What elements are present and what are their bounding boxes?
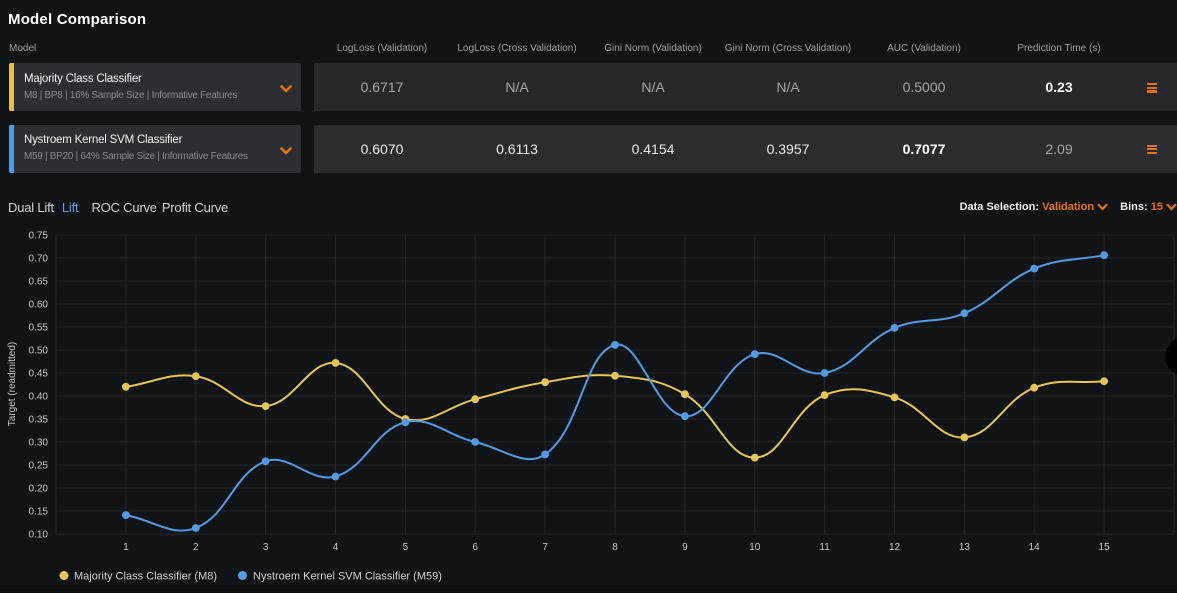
svg-text:Majority Class Classifier (M8): Majority Class Classifier (M8) <box>74 571 217 583</box>
svg-text:0.65: 0.65 <box>29 277 49 288</box>
svg-text:Target (readmitted): Target (readmitted) <box>7 342 18 426</box>
svg-text:7: 7 <box>542 542 548 553</box>
svg-text:14: 14 <box>1029 542 1041 553</box>
svg-text:0.30: 0.30 <box>29 438 49 449</box>
svg-text:0.10: 0.10 <box>29 530 49 541</box>
svg-text:11: 11 <box>819 542 830 553</box>
svg-text:0.75: 0.75 <box>29 231 49 242</box>
svg-text:5: 5 <box>403 542 409 553</box>
svg-text:0.35: 0.35 <box>29 415 49 426</box>
svg-text:10: 10 <box>749 542 761 553</box>
svg-text:6: 6 <box>472 542 478 553</box>
svg-text:4: 4 <box>333 542 339 553</box>
svg-text:12: 12 <box>889 542 901 553</box>
svg-text:0.15: 0.15 <box>29 507 49 518</box>
svg-text:0.55: 0.55 <box>29 323 49 334</box>
svg-text:3: 3 <box>263 542 269 553</box>
svg-text:0.20: 0.20 <box>29 484 49 495</box>
svg-text:8: 8 <box>612 542 618 553</box>
svg-text:0.70: 0.70 <box>29 254 49 265</box>
svg-text:9: 9 <box>682 542 688 553</box>
svg-text:13: 13 <box>959 542 971 553</box>
svg-text:0.40: 0.40 <box>29 392 49 403</box>
svg-text:0.25: 0.25 <box>29 461 49 472</box>
svg-text:1: 1 <box>123 542 129 553</box>
svg-text:0.60: 0.60 <box>29 300 49 311</box>
svg-text:15: 15 <box>1099 542 1111 553</box>
svg-text:2: 2 <box>193 542 199 553</box>
svg-text:0.45: 0.45 <box>29 369 49 380</box>
svg-text:0.50: 0.50 <box>29 346 49 357</box>
svg-text:Nystroem Kernel SVM Classifier: Nystroem Kernel SVM Classifier (M59) <box>253 571 442 583</box>
